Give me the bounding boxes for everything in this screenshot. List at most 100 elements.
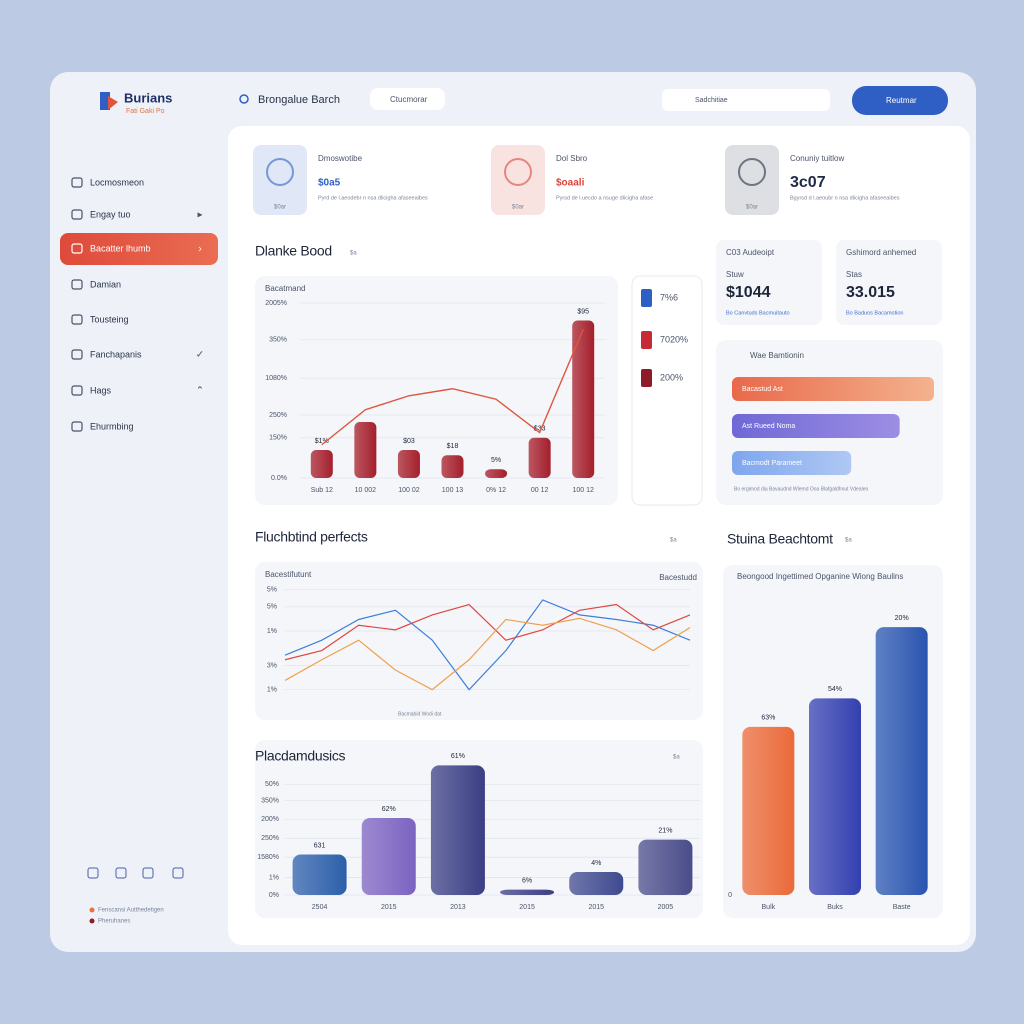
bar-annotation: $33: [534, 426, 546, 433]
button-label: Reutmar: [886, 96, 917, 105]
chart-subtitle: Beongood Ingettimed Opganine Wiong Bauli…: [737, 572, 903, 581]
legend-swatch: [641, 331, 652, 349]
bar-annotation: $1%: [315, 438, 329, 445]
bar: [809, 698, 861, 895]
nav-chevron: ▸: [197, 210, 202, 221]
kpi-label: Stas: [846, 270, 862, 279]
kpi-card: [836, 240, 942, 325]
series-line: [284, 603, 691, 661]
chart-title: Dlanke Bood: [255, 243, 332, 259]
card-title: Dol Sbro: [556, 154, 588, 163]
primary-button[interactable]: [852, 86, 948, 115]
nav-item[interactable]: Engay tuo: [90, 209, 131, 219]
nav-item[interactable]: Ehurmbing: [90, 421, 134, 431]
bar-label: Bacastud Ast: [742, 386, 783, 393]
bar-annotation: 54%: [828, 686, 842, 693]
content: $0ar Dmoswotibe $0a5 Pyrd de l.aeodebr n ns…: [253, 145, 943, 918]
nav-icon: [71, 421, 83, 432]
footer-icon: [115, 867, 127, 879]
nav-icon: [71, 349, 83, 360]
card-note: Bgyrsd d l.aeoubr n nsa dlicigha afaseea…: [790, 195, 900, 201]
nav-item[interactable]: Bacatter lhumb: [90, 243, 151, 253]
x-tick-label: 2005: [658, 904, 674, 911]
chart-footnote: Bacmabid Wodi dat: [398, 711, 442, 717]
chart-title: Fluchbtind perfects: [255, 529, 368, 545]
search-box[interactable]: [662, 89, 830, 111]
kpi-title: Gshimord anhemed: [846, 248, 916, 257]
y-tick-label: 250%: [261, 835, 279, 842]
nav-icon: [71, 209, 83, 220]
bar: [875, 627, 928, 895]
x-tick-label: 2015: [588, 904, 604, 911]
card-value: $0a5: [318, 178, 341, 189]
x-tick-label: Baste: [893, 904, 911, 911]
nav-item[interactable]: Tousteing: [90, 314, 129, 324]
bar: [528, 437, 551, 478]
x-tick-label: 0% 12: [486, 487, 506, 494]
nav-icon: [71, 177, 83, 188]
y-tick-label: 2005%: [265, 300, 287, 307]
card-icon: [491, 145, 545, 215]
bar: [732, 451, 852, 475]
card-icon: [725, 145, 779, 215]
card-icon-label: $0ar: [746, 205, 758, 211]
y-tick-label: 0: [728, 892, 732, 899]
series-line: [284, 617, 691, 691]
bar-annotation: 63%: [761, 715, 775, 722]
card-note: Pyrsd de l.uecdo a nsuge dlicigha afase: [556, 195, 653, 201]
chart-subtitle: Bacatmand: [265, 284, 305, 293]
logo-icon: [108, 96, 118, 110]
bar: [569, 872, 624, 895]
nav-item[interactable]: Fanchapanis: [90, 349, 142, 359]
y-tick-label: 250%: [269, 412, 287, 419]
breadcrumb-icon: [239, 94, 249, 104]
y-tick-label: 150%: [269, 435, 287, 442]
bar: [485, 469, 508, 478]
active-item[interactable]: [60, 233, 218, 265]
y-tick-label: 350%: [269, 337, 287, 344]
x-tick-label: Sub 12: [311, 487, 333, 494]
bar: [732, 414, 900, 438]
nav-icon: [71, 314, 83, 325]
kpi-value: 33.015: [846, 284, 895, 301]
bar: [500, 889, 555, 895]
chart-panel: [255, 562, 703, 720]
footer-icon: [87, 867, 99, 879]
pill-label: Ctucmorar: [390, 95, 428, 104]
nav-item[interactable]: Locmosmeon: [90, 177, 144, 187]
nav-item[interactable]: Hags: [90, 385, 112, 395]
chart-subtitle: Bacestifutunt: [265, 570, 312, 579]
x-tick-label: Buks: [827, 904, 843, 911]
nav-item[interactable]: Damian: [90, 279, 121, 289]
footer-text: Fenscansi Autthedetigen: [98, 908, 164, 914]
kpi-note: Bo Canvtuds Bacmuitauto: [726, 310, 790, 316]
chart-badge: $a: [845, 538, 852, 544]
x-tick-label: 2013: [450, 904, 466, 911]
y-tick-label: 1580%: [257, 854, 279, 861]
pill[interactable]: [370, 88, 445, 110]
x-tick-label: 00 12: [531, 487, 549, 494]
kpi-value: $1044: [726, 284, 771, 301]
bar-annotation: 21%: [658, 827, 672, 834]
bar-annotation: $95: [577, 308, 589, 315]
legend-label: 7%6: [660, 292, 678, 302]
chart-badge: $a: [350, 251, 357, 257]
chart-footnote: Bo ergimod dia Bavaudnd Wlemd Ooa Blafga…: [734, 486, 868, 492]
chart-title: Placdamdusics: [255, 748, 346, 764]
nav-icon: [71, 279, 83, 290]
y-tick-label: 0.0%: [271, 475, 287, 482]
bar-annotation: 62%: [382, 806, 396, 813]
card-icon-shape: [266, 158, 294, 186]
logo-title: Burians: [124, 90, 172, 105]
card-value: $oaali: [556, 178, 585, 189]
bar: [354, 422, 377, 478]
y-tick-label: 1%: [267, 628, 277, 635]
bar-label: Bacmodt Parameet: [742, 460, 802, 467]
chart-panel: [255, 276, 618, 505]
bar-annotation: $03: [403, 438, 415, 445]
bar: [361, 818, 416, 895]
card-icon: [253, 145, 307, 215]
y-tick-label: 1%: [267, 686, 277, 693]
card-title: Conuniy tuitlow: [790, 154, 844, 163]
